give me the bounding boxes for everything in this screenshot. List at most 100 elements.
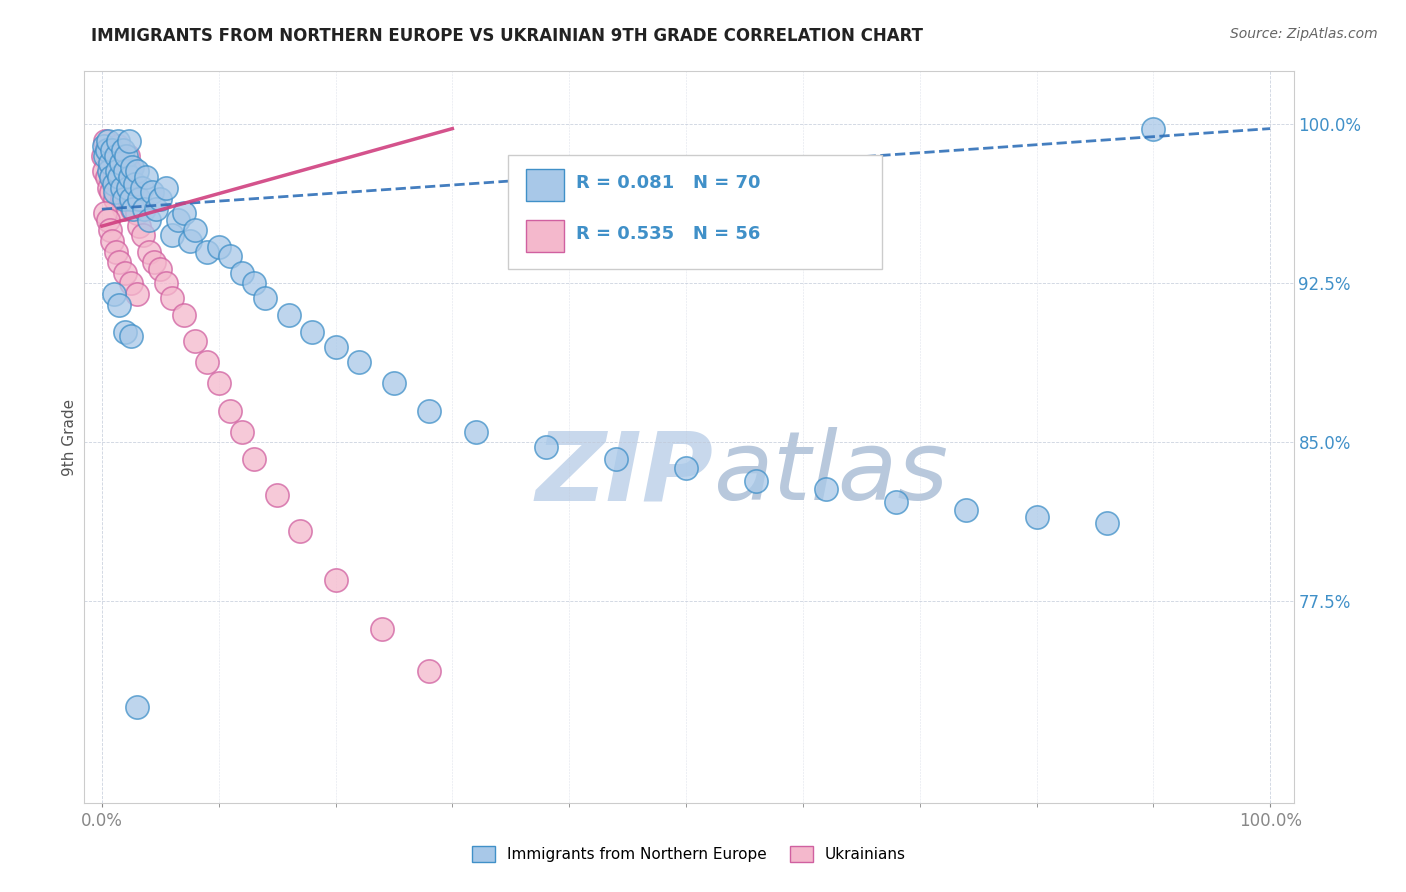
Point	[125, 164, 148, 178]
Point	[371, 622, 394, 636]
Point	[107, 138, 129, 153]
Point	[231, 266, 253, 280]
FancyBboxPatch shape	[526, 219, 564, 252]
Point	[290, 524, 312, 539]
Point	[101, 234, 124, 248]
Point	[347, 355, 370, 369]
Point	[132, 227, 155, 242]
Point	[115, 149, 138, 163]
Point	[534, 440, 557, 454]
Point	[1095, 516, 1118, 530]
Point	[104, 149, 127, 163]
Point	[173, 206, 195, 220]
Point	[125, 700, 148, 714]
Text: ZIP: ZIP	[536, 427, 713, 520]
Point	[120, 277, 142, 291]
Point	[108, 177, 131, 191]
Point	[143, 255, 166, 269]
Point	[325, 573, 347, 587]
Point	[111, 164, 134, 178]
Point	[418, 665, 440, 679]
Point	[266, 488, 288, 502]
Point	[104, 149, 127, 163]
Point	[125, 206, 148, 220]
Point	[103, 287, 125, 301]
Point	[104, 185, 127, 199]
Point	[97, 164, 120, 178]
Point	[125, 287, 148, 301]
Point	[94, 149, 117, 163]
Point	[135, 170, 157, 185]
Point	[121, 202, 143, 216]
Point	[120, 192, 142, 206]
Point	[108, 255, 131, 269]
Point	[160, 291, 183, 305]
Point	[114, 164, 136, 178]
Point	[122, 202, 145, 216]
Point	[111, 192, 134, 206]
Point	[103, 177, 125, 191]
Point	[884, 494, 907, 508]
Point	[195, 355, 218, 369]
Point	[242, 277, 264, 291]
Point	[94, 206, 117, 220]
Point	[93, 138, 115, 153]
Point	[815, 482, 838, 496]
Point	[93, 164, 115, 178]
Point	[219, 403, 242, 417]
Point	[117, 149, 139, 163]
FancyBboxPatch shape	[508, 155, 883, 268]
Point	[97, 212, 120, 227]
Point	[101, 143, 124, 157]
Point	[97, 181, 120, 195]
Point	[124, 185, 146, 199]
Point	[114, 266, 136, 280]
Point	[101, 149, 124, 163]
Point	[94, 134, 117, 148]
Point	[418, 403, 440, 417]
Point	[91, 149, 114, 163]
Text: IMMIGRANTS FROM NORTHERN EUROPE VS UKRAINIAN 9TH GRADE CORRELATION CHART: IMMIGRANTS FROM NORTHERN EUROPE VS UKRAI…	[91, 27, 924, 45]
Point	[96, 170, 118, 185]
Point	[105, 164, 128, 178]
Point	[111, 143, 134, 157]
Point	[108, 297, 131, 311]
Point	[173, 308, 195, 322]
Point	[97, 143, 120, 157]
Point	[96, 143, 118, 157]
Point	[120, 329, 142, 343]
Point	[128, 219, 150, 234]
Point	[195, 244, 218, 259]
Point	[98, 155, 121, 169]
Point	[382, 376, 405, 390]
Point	[114, 170, 136, 185]
Point	[112, 202, 135, 216]
Point	[118, 134, 141, 148]
Point	[277, 308, 299, 322]
Point	[464, 425, 486, 439]
Point	[145, 202, 167, 216]
Point	[111, 181, 134, 195]
Point	[104, 192, 127, 206]
Point	[108, 170, 131, 185]
Point	[131, 181, 153, 195]
Text: Source: ZipAtlas.com: Source: ZipAtlas.com	[1230, 27, 1378, 41]
FancyBboxPatch shape	[526, 169, 564, 201]
Point	[112, 192, 135, 206]
Point	[138, 212, 160, 227]
Point	[110, 155, 132, 169]
Point	[121, 160, 143, 174]
Point	[124, 177, 146, 191]
Point	[132, 202, 155, 216]
Point	[1142, 121, 1164, 136]
Point	[166, 212, 188, 227]
Point	[118, 170, 141, 185]
Legend: Immigrants from Northern Europe, Ukrainians: Immigrants from Northern Europe, Ukraini…	[465, 840, 912, 868]
Point	[231, 425, 253, 439]
Point	[97, 134, 120, 148]
Point	[208, 240, 231, 254]
Point	[115, 181, 138, 195]
Y-axis label: 9th Grade: 9th Grade	[62, 399, 77, 475]
Point	[149, 192, 172, 206]
Text: R = 0.535   N = 56: R = 0.535 N = 56	[576, 225, 761, 243]
